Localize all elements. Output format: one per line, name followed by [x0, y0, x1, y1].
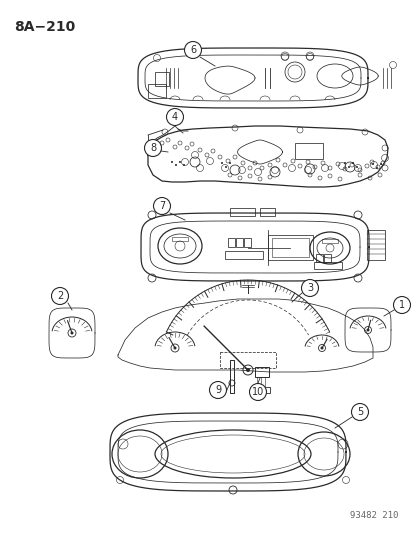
Bar	[294, 143, 322, 159]
Bar	[254, 367, 268, 377]
Circle shape	[320, 346, 323, 350]
Circle shape	[178, 161, 180, 163]
Circle shape	[379, 163, 381, 165]
Text: 5: 5	[356, 407, 362, 417]
Bar	[271, 238, 308, 257]
Circle shape	[355, 166, 357, 168]
Text: 4: 4	[171, 112, 178, 122]
Bar	[154, 72, 169, 86]
Circle shape	[245, 368, 249, 372]
Bar	[323, 254, 330, 262]
Text: 8: 8	[150, 143, 156, 153]
Text: 2: 2	[57, 291, 63, 301]
Circle shape	[183, 164, 185, 166]
Bar	[219, 352, 275, 368]
Text: 6: 6	[190, 45, 196, 55]
Circle shape	[351, 403, 368, 421]
Circle shape	[351, 162, 353, 164]
Text: 3: 3	[306, 283, 312, 293]
Text: 10: 10	[251, 387, 263, 397]
Text: 93482 210: 93482 210	[349, 511, 397, 520]
Circle shape	[144, 140, 161, 157]
Circle shape	[153, 198, 170, 214]
Bar	[313, 262, 341, 269]
Circle shape	[221, 162, 223, 164]
Circle shape	[301, 279, 318, 296]
Bar	[366, 230, 384, 260]
Circle shape	[228, 162, 230, 164]
Circle shape	[184, 42, 201, 59]
Bar	[171, 237, 188, 241]
Bar	[147, 84, 166, 98]
Circle shape	[166, 109, 183, 125]
Circle shape	[224, 166, 226, 168]
Bar	[315, 254, 322, 262]
Text: 1: 1	[398, 300, 404, 310]
Bar	[321, 239, 337, 243]
Bar	[230, 208, 254, 216]
Text: 8A−210: 8A−210	[14, 20, 75, 34]
Circle shape	[343, 162, 345, 164]
Circle shape	[70, 332, 74, 335]
Circle shape	[375, 167, 377, 169]
Circle shape	[366, 328, 369, 332]
Bar	[224, 251, 262, 259]
Circle shape	[249, 384, 266, 400]
Bar	[228, 238, 235, 247]
Bar	[254, 387, 269, 393]
Circle shape	[173, 346, 176, 350]
Circle shape	[175, 164, 177, 166]
Circle shape	[371, 163, 373, 165]
Bar	[243, 238, 250, 247]
Circle shape	[171, 161, 173, 163]
Text: 7: 7	[159, 201, 165, 211]
Text: 9: 9	[214, 385, 221, 395]
Bar	[259, 208, 274, 216]
Bar	[235, 238, 242, 247]
Bar	[267, 235, 312, 260]
Circle shape	[392, 296, 410, 313]
Circle shape	[209, 382, 226, 399]
Circle shape	[51, 287, 68, 304]
Circle shape	[347, 166, 349, 168]
